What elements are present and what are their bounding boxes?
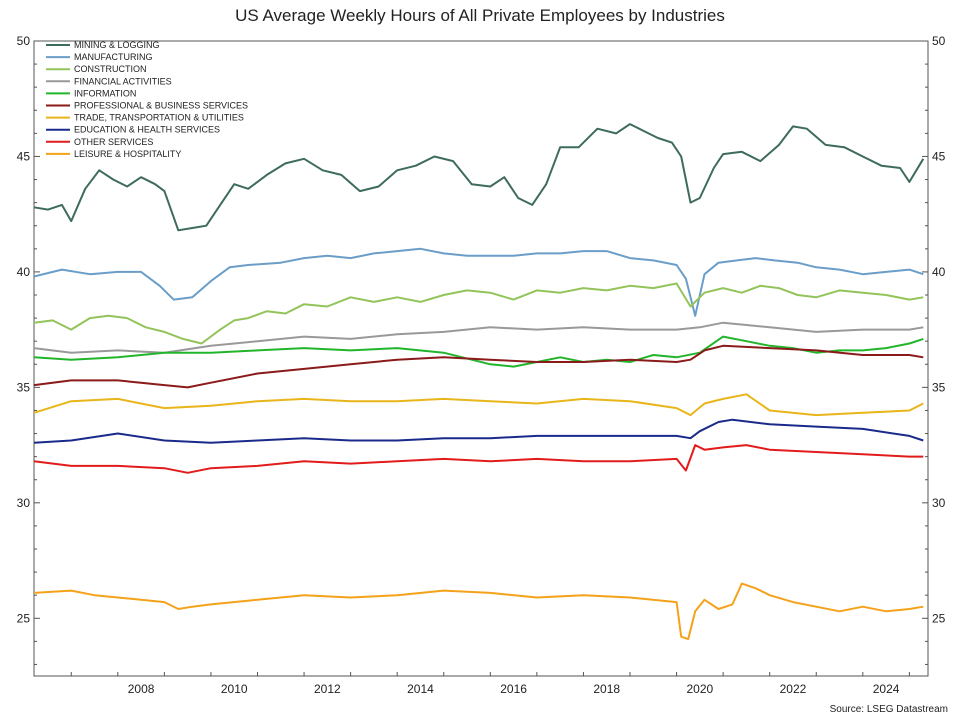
x-tick-label: 2024 — [873, 682, 900, 696]
legend-label: MANUFACTURING — [74, 52, 153, 62]
x-tick-label: 2010 — [221, 682, 248, 696]
legend-label: LEISURE & HOSPITALITY — [74, 149, 181, 159]
legend-label: INFORMATION — [74, 88, 136, 98]
y-tick-label-left: 40 — [17, 265, 31, 279]
y-tick-label-left: 35 — [17, 380, 31, 394]
x-tick-label: 2012 — [314, 682, 341, 696]
legend-label: CONSTRUCTION — [74, 64, 147, 74]
legend-label: MINING & LOGGING — [74, 40, 160, 50]
y-tick-label-left: 45 — [17, 149, 31, 163]
y-tick-label-right: 30 — [932, 496, 946, 510]
x-tick-label: 2016 — [500, 682, 527, 696]
y-tick-label-right: 25 — [932, 611, 946, 625]
series-line-1 — [33, 123, 925, 232]
y-tick-label-left: 30 — [17, 496, 31, 510]
legend: MINING & LOGGING MANUFACTURING CONSTRUCTIO… — [46, 40, 248, 159]
legend-label: FINANCIAL ACTIVITIES — [74, 76, 172, 86]
series-line-2 — [33, 247, 924, 317]
legend-label: EDUCATION & HEALTH SERVICES — [74, 125, 220, 135]
series-line-10 — [33, 582, 924, 641]
x-tick-label: 2022 — [780, 682, 807, 696]
legend-label: PROFESSIONAL & BUSINESS SERVICES — [74, 101, 248, 111]
x-tick-label: 2008 — [128, 682, 155, 696]
series-line-7 — [33, 393, 924, 417]
y-tick-label-right: 45 — [932, 149, 946, 163]
series-line-6 — [33, 344, 924, 389]
y-tick-label-right: 40 — [932, 265, 946, 279]
series-line-3 — [33, 282, 924, 345]
source-note: Source: LSEG Datastream — [829, 704, 948, 715]
y-tick-label-left: 50 — [17, 34, 31, 48]
y-tick-label-left: 25 — [17, 611, 31, 625]
x-tick-label: 2018 — [593, 682, 620, 696]
series-line-4 — [33, 321, 924, 354]
series-line-9 — [33, 444, 924, 474]
x-tick-label: 2020 — [686, 682, 713, 696]
chart-title: US Average Weekly Hours of All Private E… — [235, 6, 725, 25]
y-tick-label-right: 35 — [932, 380, 946, 394]
legend-label: TRADE, TRANSPORTATION & UTILITIES — [74, 113, 244, 123]
x-tick-label: 2014 — [407, 682, 434, 696]
legend-label: OTHER SERVICES — [74, 137, 153, 147]
axes: 25 25 30 30 35 35 40 40 45 45 50 50 2008 2010 2012 2014… — [17, 34, 946, 696]
y-tick-label-right: 50 — [932, 34, 946, 48]
series-line-8 — [33, 418, 924, 444]
series-lines — [33, 123, 925, 641]
plot-frame — [33, 40, 929, 677]
